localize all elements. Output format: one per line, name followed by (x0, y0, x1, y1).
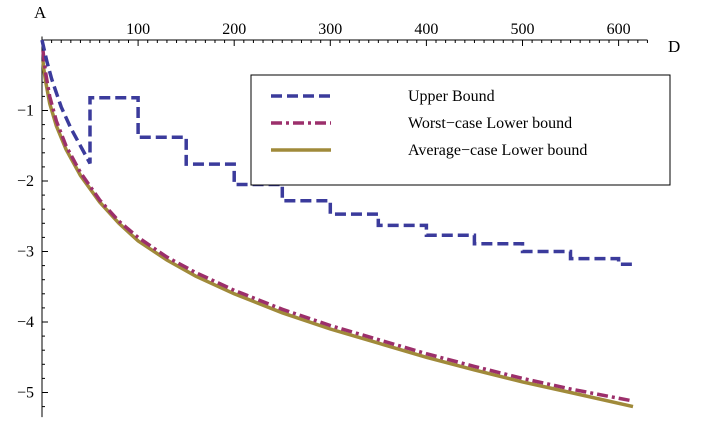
y-tick-label: −3 (17, 244, 34, 261)
x-axis-title: D (668, 37, 680, 56)
axes: 100 200 300 400 500 600 −1 −2 −3 −4 −5 D A (17, 3, 680, 418)
x-tick-label: 300 (318, 21, 342, 38)
y-ticks: −1 −2 −3 −4 −5 (17, 53, 48, 408)
x-tick-label: 200 (222, 21, 246, 38)
legend-label-2: Average−case Lower bound (408, 142, 587, 159)
legend-label-1: Worst−case Lower bound (408, 115, 572, 132)
x-tick-label: 600 (607, 21, 631, 38)
y-tick-label: −4 (17, 314, 34, 331)
y-tick-label: −1 (17, 103, 34, 120)
x-tick-label: 100 (126, 21, 150, 38)
x-ticks: 100 200 300 400 500 600 (51, 21, 648, 46)
y-tick-label: −5 (17, 385, 34, 402)
y-axis-title: A (34, 3, 47, 22)
x-tick-label: 500 (511, 21, 535, 38)
x-tick-label: 400 (414, 21, 438, 38)
series-layer (40, 39, 634, 409)
legend: Upper Bound Worst−case Lower bound Average… (250, 74, 671, 186)
legend-items: Upper Bound Worst−case Lower bound Average… (271, 88, 587, 159)
legend-label-0: Upper Bound (408, 88, 495, 105)
legend-box (250, 74, 671, 186)
series-line-0 (40, 39, 633, 266)
y-tick-label: −2 (17, 173, 34, 190)
series-line-1 (41, 50, 634, 403)
